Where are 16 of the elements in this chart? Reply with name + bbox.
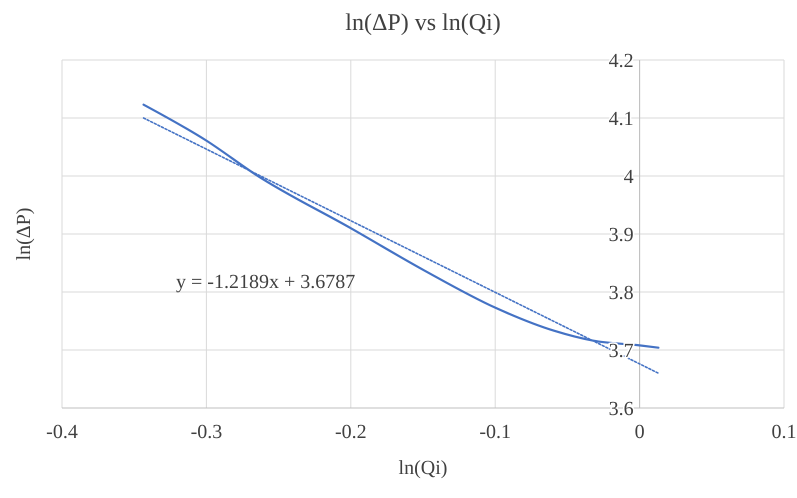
x-tick-label: -0.1 — [479, 421, 512, 443]
y-tick-label: 4.2 — [608, 50, 634, 72]
y-tick-label: 3.9 — [608, 224, 634, 246]
x-tick-label: -0.2 — [334, 421, 367, 443]
y-axis-title: ln(ΔP) — [13, 208, 35, 260]
y-tick-label: 3.8 — [608, 282, 634, 304]
x-tick-label: -0.3 — [190, 421, 222, 443]
y-tick-label: 4 — [624, 166, 634, 188]
x-tick-label: -0.4 — [46, 421, 78, 443]
y-tick-label: 3.6 — [608, 398, 634, 420]
x-axis-title: ln(Qi) — [398, 457, 448, 479]
y-tick-label: 4.1 — [608, 108, 634, 130]
annotation: y = -1.2189x + 3.6787 — [176, 271, 356, 293]
chart-title: ln(ΔP) vs ln(Qi) — [345, 10, 501, 36]
x-tick-label: 0.1 — [772, 421, 796, 443]
x-tick-label: 0 — [634, 421, 645, 443]
